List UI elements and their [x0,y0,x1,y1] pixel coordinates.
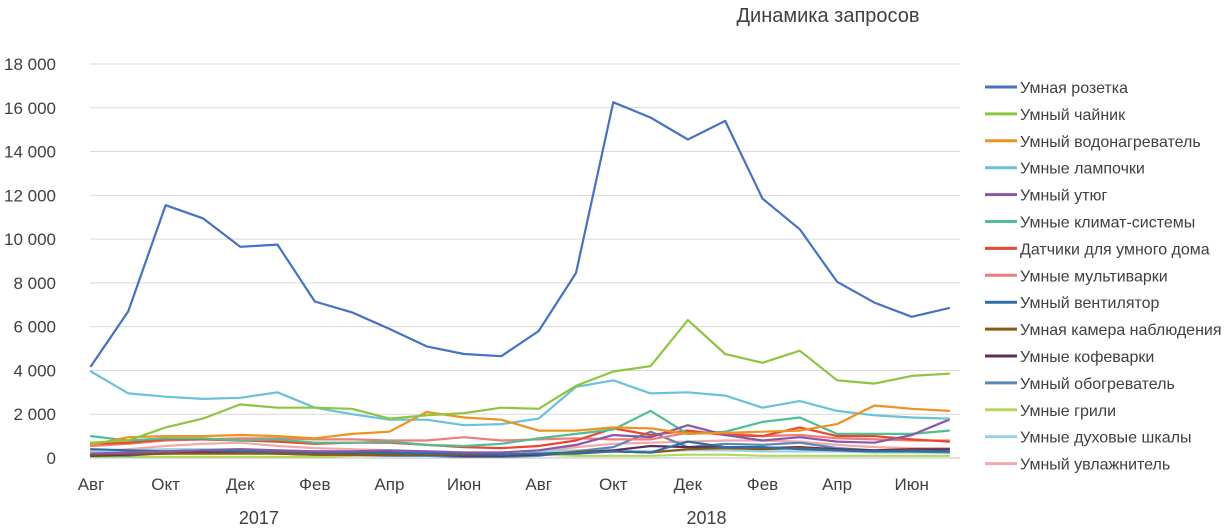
legend-label: Умная камера наблюдения [1020,322,1222,339]
legend-label: Умный водонагреватель [1020,134,1201,151]
legend-label: Умный увлажнитель [1020,457,1170,474]
legend-item: Умный чайник [985,107,1126,124]
legend-item: Датчики для умного дома [985,241,1210,258]
y-tick-label: 6 000 [13,318,56,337]
legend-item: Умный вентилятор [985,295,1160,312]
legend-label: Умный чайник [1020,107,1126,124]
legend-item: Умный увлажнитель [985,457,1170,474]
x-tick-label: Апр [374,475,404,494]
legend: Умная розетка Умный чайник Умный водонагре… [985,80,1222,474]
x-tick-label: Фев [299,475,330,494]
x-tick-label: Окт [151,475,180,494]
year-label: 2017 [239,508,279,525]
x-tick-label: Апр [822,475,852,494]
y-tick-label: 8 000 [13,274,56,293]
x-tick-label: Дек [674,475,703,494]
y-tick-label: 2 000 [13,405,56,424]
legend-item: Умный обогреватель [985,376,1175,393]
legend-label: Умные грили [1020,403,1116,420]
series-line [89,101,951,368]
legend-item: Умный утюг [985,188,1107,205]
series-line [89,370,951,427]
series-line [89,409,951,448]
legend-label: Умные лампочки [1020,161,1145,178]
legend-item: Умная розетка [985,80,1128,97]
series-line [89,319,951,444]
x-tick-label: Авг [78,475,105,494]
y-tick-label: 10 000 [4,230,56,249]
series-lines [89,101,951,458]
x-tick-label: Июн [895,475,929,494]
x-tick-label: Июн [447,475,481,494]
legend-label: Умные духовые шкалы [1020,430,1191,447]
x-tick-label: Окт [599,475,628,494]
y-tick-label: 18 000 [4,55,56,74]
x-tick-label: Фев [747,475,778,494]
grid-lines [90,63,960,459]
y-tick-label: 14 000 [4,143,56,162]
legend-item: Умный водонагреватель [985,134,1201,151]
x-tick-label: Дек [226,475,255,494]
legend-label: Умная розетка [1020,80,1128,97]
legend-item: Умные мультиварки [985,268,1168,285]
legend-item: Умная камера наблюдения [985,322,1222,339]
legend-item: Умные грили [985,403,1116,420]
legend-label: Умные климат-системы [1020,215,1195,232]
legend-label: Умные кофеварки [1020,349,1154,366]
legend-item: Умные лампочки [985,161,1145,178]
legend-item: Умные кофеварки [985,349,1154,366]
legend-label: Умные мультиварки [1020,268,1168,285]
legend-item: Умные климат-системы [985,215,1195,232]
y-tick-label: 16 000 [4,99,56,118]
y-tick-label: 4 000 [13,361,56,380]
y-tick-label: 12 000 [4,186,56,205]
chart-title: Динамика запросов [736,5,919,27]
series-line [89,418,951,455]
year-label: 2018 [686,508,726,525]
series-line [89,404,951,446]
x-axis-tick-labels: Авг Окт Дек Фев Апр Июн Авг Окт Дек Фев Апр Июн [78,475,929,494]
legend-item: Умные духовые шкалы [985,430,1191,447]
y-tick-label: 0 [47,449,56,468]
legend-label: Умный утюг [1020,188,1107,205]
y-axis-tick-labels: 0 2 000 4 000 6 000 8 000 10 000 12 000 14 000 1… [4,55,56,468]
legend-label: Умный вентилятор [1020,295,1160,312]
legend-label: Датчики для умного дома [1020,241,1210,258]
series-line [89,440,951,456]
x-axis-year-labels: 2017 2018 [239,508,727,528]
x-tick-label: Авг [525,475,552,494]
legend-label: Умный обогреватель [1020,376,1175,393]
